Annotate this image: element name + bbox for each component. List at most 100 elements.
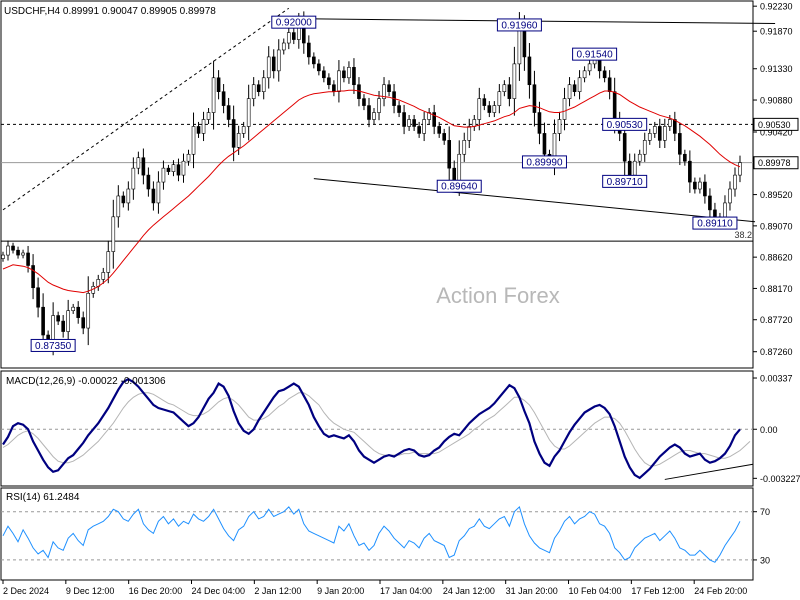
candle-body — [723, 202, 727, 218]
price-axis-label: 0.90420 — [760, 128, 793, 138]
candle-body — [562, 98, 567, 120]
price-label: 0.89640 — [441, 182, 478, 193]
price-labels-layer: 0.92000 0.91960 0.91540 0.90530 0.89990 0.896… — [30, 15, 738, 352]
candle-body — [708, 195, 712, 211]
price-label: 0.91960 — [501, 20, 538, 31]
candle-body — [417, 126, 421, 134]
time-axis-label: 9 Jan 20:00 — [317, 586, 364, 596]
candle-body — [688, 160, 692, 183]
candle-body — [542, 133, 547, 155]
macd-axis-label: -0.003227 — [760, 474, 800, 484]
candle-body — [106, 251, 111, 273]
macd-trendline — [664, 463, 754, 480]
candle-body — [1, 254, 5, 259]
rsi-panel-frame — [0, 487, 754, 581]
candle-body — [236, 133, 241, 148]
rsi-line — [2, 505, 741, 563]
price-panel-frame — [0, 0, 754, 369]
price-axis-label: 0.92230 — [760, 2, 793, 12]
price-label: 0.89710 — [607, 177, 644, 188]
candle-body — [327, 77, 331, 86]
price-axis-label: 0.87720 — [760, 315, 793, 325]
moving-average-line — [2, 89, 741, 294]
candle-body — [432, 112, 436, 127]
time-axis-label: 17 Jan 04:00 — [380, 586, 432, 596]
candle-body — [572, 84, 577, 92]
candle-body — [482, 98, 487, 106]
candle-body — [532, 84, 537, 113]
candle-body — [367, 105, 371, 120]
price-axis-label: 0.91330 — [760, 64, 793, 74]
candle-body — [11, 245, 15, 251]
price-label: 0.89990 — [526, 157, 563, 168]
candle-body — [522, 28, 527, 58]
rsi-panel-title: RSI(14) 61.2484 — [6, 492, 80, 503]
candle-body — [577, 77, 582, 92]
rsi-axis-label: 30 — [760, 555, 770, 565]
time-axis-label: 17 Feb 12:00 — [631, 586, 684, 596]
time-axis-label: 24 Feb 20:00 — [694, 586, 747, 596]
candle-body — [111, 216, 116, 252]
candle-body — [372, 112, 376, 120]
candle-body — [517, 28, 522, 65]
candle-body — [307, 42, 311, 58]
current-price-marker — [753, 156, 799, 170]
trendline — [313, 178, 756, 223]
candle-body — [612, 91, 617, 120]
price-label: 0.92000 — [276, 18, 313, 29]
time-axis-label: 10 Feb 04:00 — [569, 586, 622, 596]
candle-body — [261, 77, 266, 92]
time-axis-label: 2 Dec 2024 — [3, 586, 49, 596]
candle-body — [276, 49, 281, 72]
candle-body — [537, 112, 542, 134]
candle-body — [312, 56, 316, 65]
price-panel-title: USDCHF,H4 0.89991 0.90047 0.89905 0.8997… — [4, 6, 216, 17]
candle-body — [36, 287, 40, 308]
candle-body — [116, 195, 121, 218]
candle-body — [673, 119, 677, 134]
candle-body — [397, 105, 401, 113]
price-label-box — [271, 15, 317, 29]
candle-body — [477, 98, 482, 120]
price-axis: 0.92230 0.91870 0.91330 0.90880 0.90420 0.895… — [753, 2, 799, 357]
macd-signal-line — [2, 392, 751, 467]
candle-body — [657, 126, 662, 141]
candle-body — [347, 67, 351, 79]
candle-body — [502, 84, 507, 92]
candles-layer — [1, 11, 742, 356]
candle-body — [6, 245, 10, 256]
candle-body — [462, 140, 467, 155]
candle-body — [407, 119, 411, 127]
candle-body — [221, 91, 226, 106]
price-axis-label: 0.90880 — [760, 96, 793, 106]
time-axis-label: 9 Dec 12:00 — [66, 586, 115, 596]
candle-body — [693, 181, 697, 190]
candle-body — [317, 63, 321, 72]
candle-body — [186, 153, 191, 162]
candle-body — [151, 188, 156, 204]
price-label-box — [496, 18, 542, 32]
macd-main-line — [2, 377, 741, 480]
candle-body — [56, 315, 60, 322]
candle-body — [512, 63, 517, 99]
candle-body — [733, 174, 737, 190]
candle-body — [647, 133, 652, 141]
trendline — [2, 7, 290, 211]
candle-body — [527, 56, 532, 86]
candle-body — [216, 77, 221, 92]
candle-body — [337, 70, 341, 92]
candle-body — [231, 119, 236, 148]
time-axis: 2 Dec 2024 9 Dec 12:00 16 Dec 20:00 24 Dec … — [2, 580, 747, 596]
candle-body — [402, 112, 406, 127]
candle-body — [497, 91, 502, 106]
candle-body — [226, 105, 231, 120]
price-axis-label: 0.89520 — [760, 190, 793, 200]
candle-body — [447, 140, 452, 169]
candle-body — [602, 70, 607, 79]
candle-body — [271, 56, 276, 72]
candle-body — [678, 133, 682, 155]
candle-body — [266, 56, 271, 79]
candle-body — [41, 306, 45, 336]
candle-body — [281, 42, 286, 51]
